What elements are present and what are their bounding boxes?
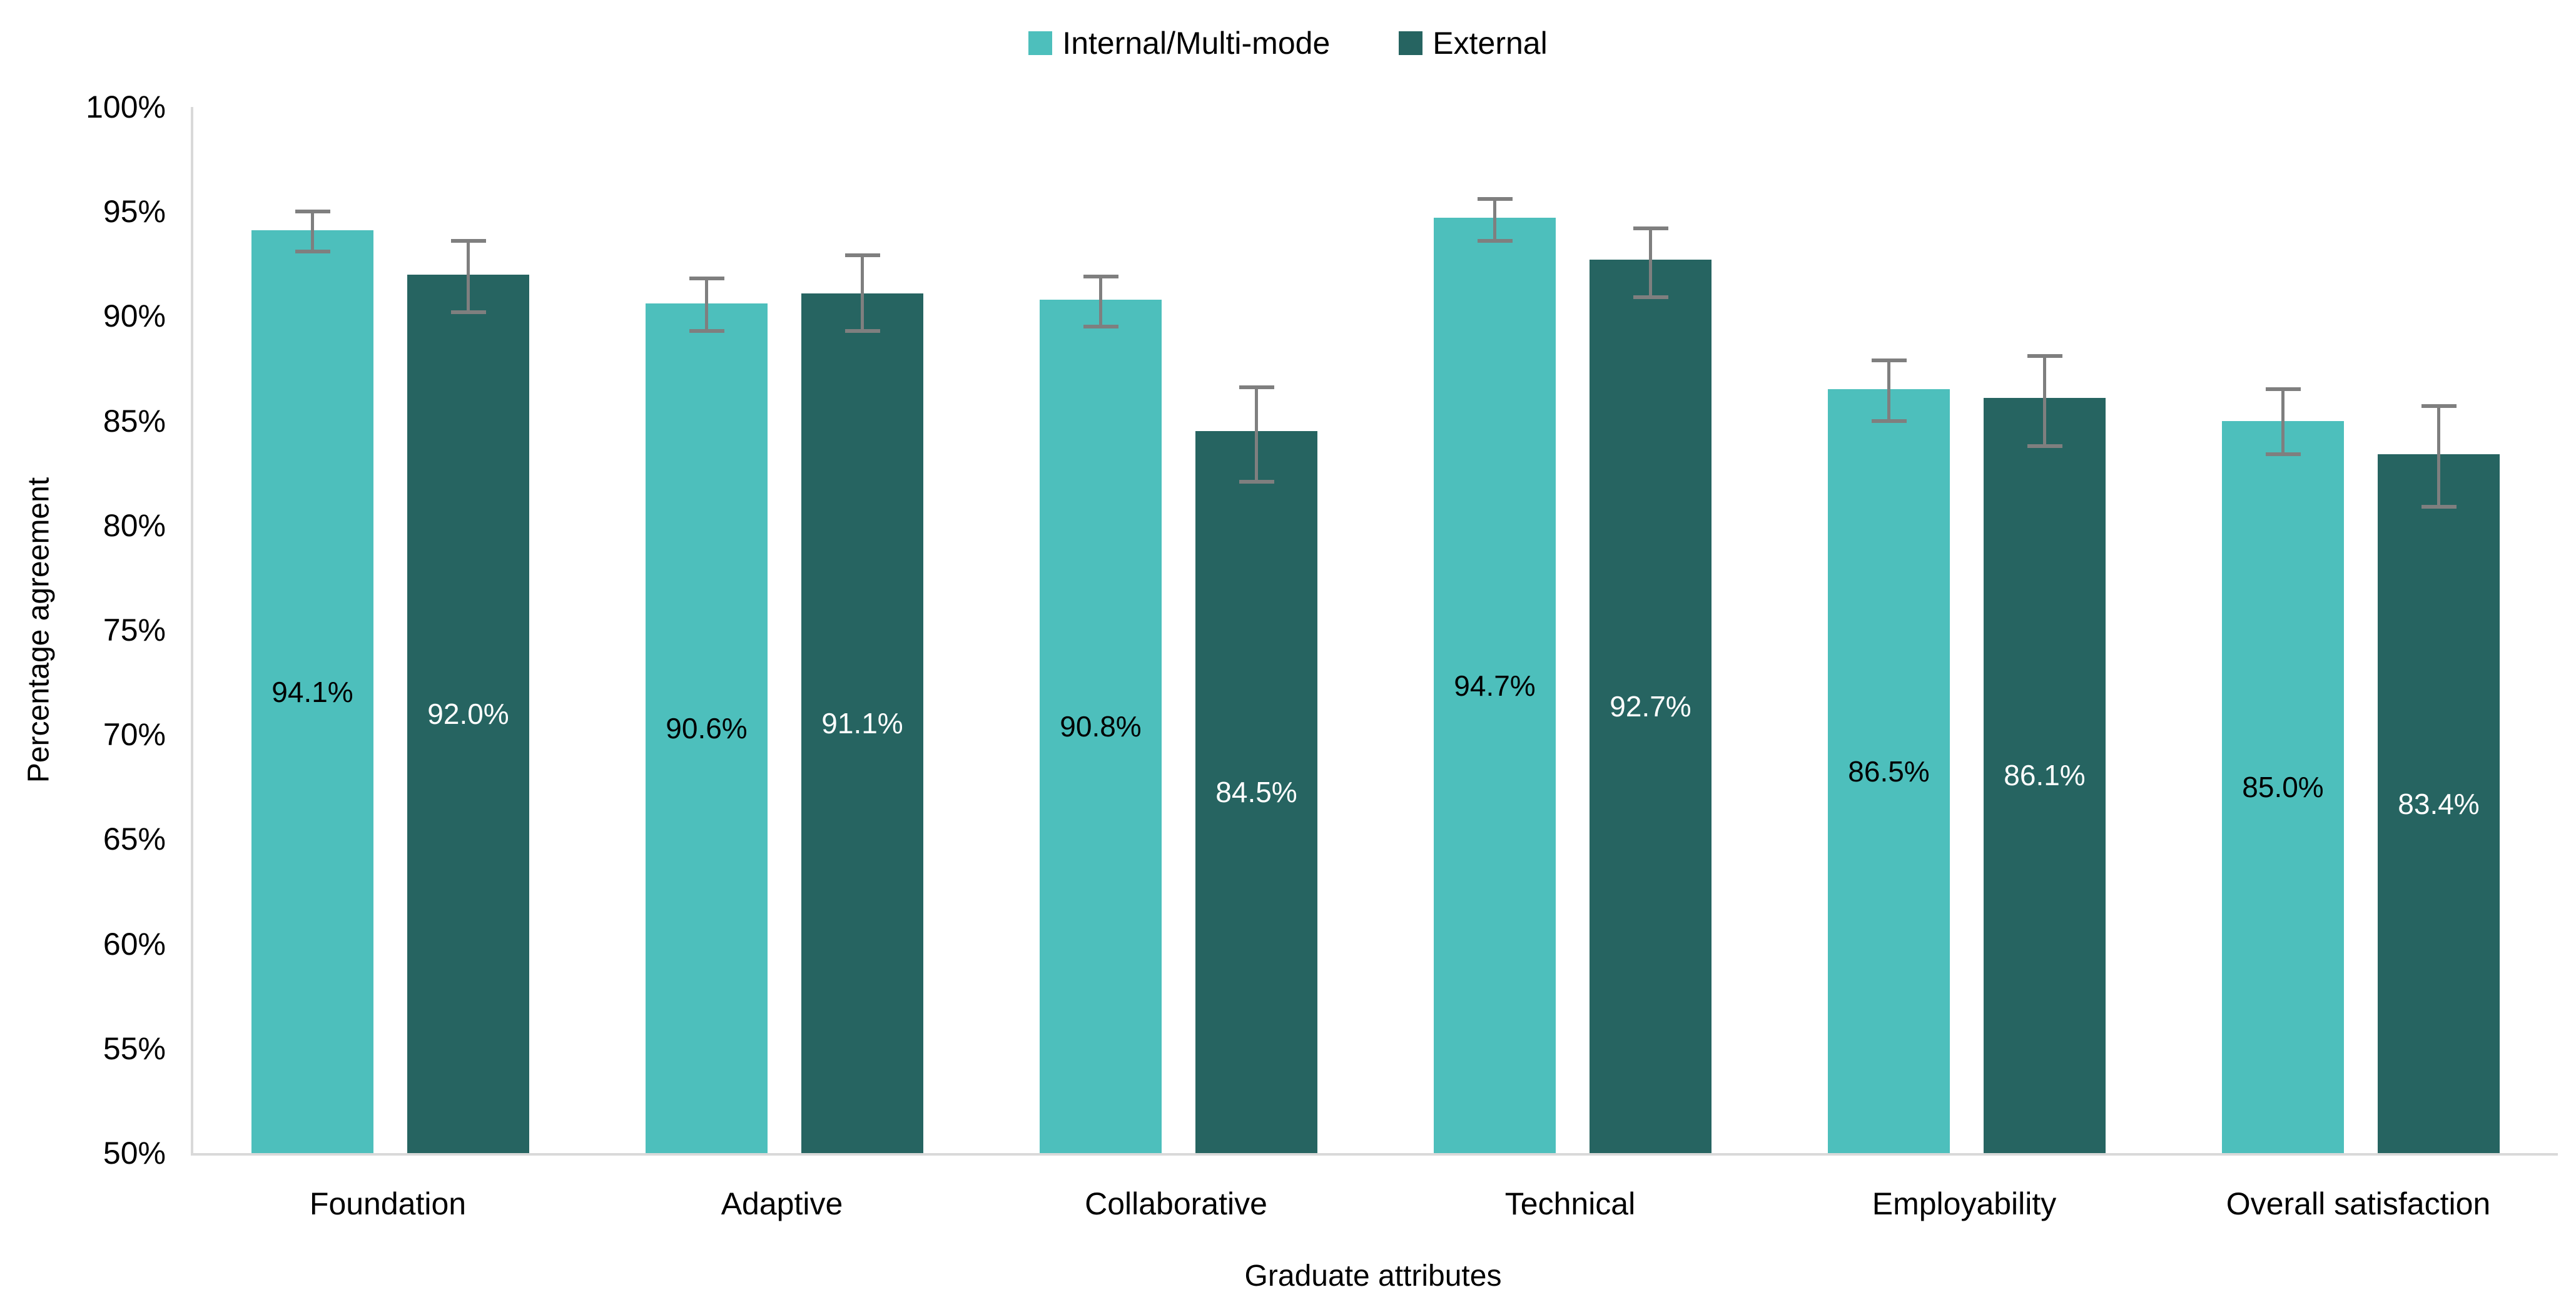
legend-label-external: External: [1433, 26, 1548, 61]
error-bar-cap-lower-external-collaborative: [1239, 479, 1274, 484]
bar-external-adaptive: 91.1%: [801, 293, 923, 1153]
error-bar-cap-lower-internal-employability: [1871, 419, 1907, 423]
bar-value-label-external-employability: 86.1%: [2004, 759, 2086, 792]
bar-value-label-external-collaborative: 84.5%: [1215, 776, 1297, 809]
error-bar-internal-employability: [1887, 360, 1890, 421]
error-bar-cap-lower-external-employability: [2027, 444, 2062, 448]
error-bar-cap-upper-internal-overall-satisfaction: [2265, 387, 2301, 392]
y-axis-tick-label: 55%: [103, 1030, 166, 1066]
y-axis-tick-label: 75%: [103, 613, 166, 648]
bar-value-label-external-foundation: 92.0%: [427, 697, 509, 730]
y-axis-tick-label: 50%: [103, 1136, 166, 1171]
legend-item-external: External: [1399, 25, 1548, 61]
y-axis-tick-label: 95%: [103, 194, 166, 230]
error-bar-cap-lower-internal-overall-satisfaction: [2265, 452, 2301, 457]
x-axis-tick-label-overall-satisfaction: Overall satisfaction: [2226, 1186, 2491, 1221]
x-axis-tick-label-foundation: Foundation: [309, 1186, 467, 1221]
error-bar-internal-technical: [1493, 199, 1496, 242]
bar-value-label-internal-technical: 94.7%: [1454, 669, 1536, 702]
legend-swatch-external-icon: [1399, 31, 1423, 55]
error-bar-cap-lower-external-overall-satisfaction: [2421, 504, 2457, 509]
bar-internal-foundation: 94.1%: [251, 230, 373, 1153]
bar-value-label-internal-overall-satisfaction: 85.0%: [2242, 770, 2324, 803]
bar-external-collaborative: 84.5%: [1195, 431, 1317, 1153]
bar-internal-collaborative: 90.8%: [1040, 299, 1162, 1153]
error-bar-cap-upper-internal-employability: [1871, 358, 1907, 362]
bar-value-label-internal-adaptive: 90.6%: [666, 712, 748, 745]
error-bar-external-technical: [1649, 228, 1652, 298]
error-bar-cap-lower-external-adaptive: [844, 328, 880, 333]
bar-internal-employability: 86.5%: [1828, 389, 1950, 1153]
error-bar-cap-lower-external-foundation: [450, 310, 486, 314]
error-bar-internal-overall-satisfaction: [2281, 389, 2284, 455]
y-axis-tick-label: 100%: [86, 89, 166, 125]
error-bar-external-overall-satisfaction: [2437, 406, 2440, 507]
legend: Internal/Multi-mode External: [0, 25, 2576, 61]
error-bar-external-employability: [2043, 355, 2046, 446]
error-bar-cap-upper-external-technical: [1633, 226, 1668, 230]
y-axis-tick-label: 60%: [103, 926, 166, 962]
error-bar-cap-lower-external-technical: [1633, 295, 1668, 300]
error-bar-cap-upper-external-overall-satisfaction: [2421, 404, 2457, 409]
error-bar-cap-lower-internal-foundation: [295, 249, 330, 253]
error-bar-cap-upper-internal-collaborative: [1083, 274, 1118, 278]
error-bar-cap-upper-external-adaptive: [844, 253, 880, 258]
x-axis-tick-label-adaptive: Adaptive: [721, 1186, 843, 1221]
x-axis-tick-label-employability: Employability: [1872, 1186, 2057, 1221]
error-bar-cap-upper-external-collaborative: [1239, 385, 1274, 390]
x-axis-tick-label-technical: Technical: [1504, 1186, 1636, 1221]
bar-value-label-internal-foundation: 94.1%: [271, 675, 353, 708]
bar-external-overall-satisfaction: 83.4%: [2378, 454, 2500, 1153]
error-bar-cap-lower-internal-adaptive: [689, 328, 724, 333]
y-axis-tick-label: 65%: [103, 821, 166, 857]
legend-swatch-internal-icon: [1028, 31, 1053, 55]
plot-area: 94.1% 92.0% 90.6% 91.1% 90.8% 84.5% 94.7% 92.7%…: [191, 107, 2558, 1156]
bar-value-label-internal-collaborative: 90.8%: [1060, 709, 1142, 743]
y-axis-tick-label: 80%: [103, 507, 166, 543]
y-axis-tick-label: 70%: [103, 717, 166, 753]
error-bar-cap-lower-internal-technical: [1477, 239, 1513, 243]
error-bar-external-foundation: [467, 241, 470, 312]
legend-item-internal: Internal/Multi-mode: [1028, 25, 1330, 61]
error-bar-external-collaborative: [1255, 387, 1258, 482]
y-axis-tick-label: 85%: [103, 403, 166, 439]
error-bar-cap-upper-internal-foundation: [295, 210, 330, 214]
x-axis-title: Graduate attributes: [1244, 1259, 1502, 1293]
legend-label-internal: Internal/Multi-mode: [1062, 26, 1331, 61]
bar-value-label-internal-employability: 86.5%: [1848, 755, 1930, 788]
error-bar-internal-foundation: [311, 211, 314, 252]
error-bar-internal-adaptive: [705, 278, 708, 331]
error-bar-internal-collaborative: [1099, 276, 1102, 327]
error-bar-cap-lower-internal-collaborative: [1083, 325, 1118, 329]
bar-value-label-external-technical: 92.7%: [1610, 690, 1691, 723]
bar-internal-technical: 94.7%: [1434, 218, 1556, 1153]
bar-external-technical: 92.7%: [1590, 260, 1711, 1153]
error-bar-external-adaptive: [861, 255, 864, 331]
bar-external-employability: 86.1%: [1984, 397, 2106, 1153]
bar-internal-overall-satisfaction: 85.0%: [2222, 420, 2344, 1153]
y-axis-tick-label: 90%: [103, 298, 166, 334]
error-bar-cap-upper-external-foundation: [450, 239, 486, 243]
bar-external-foundation: 92.0%: [407, 274, 529, 1153]
error-bar-cap-upper-external-employability: [2027, 353, 2062, 358]
x-axis-tick-label-collaborative: Collaborative: [1085, 1186, 1267, 1221]
bar-value-label-external-adaptive: 91.1%: [821, 706, 903, 740]
error-bar-cap-upper-internal-adaptive: [689, 277, 724, 281]
bar-value-label-external-overall-satisfaction: 83.4%: [2398, 787, 2480, 820]
bar-internal-adaptive: 90.6%: [646, 303, 768, 1153]
error-bar-cap-upper-internal-technical: [1477, 197, 1513, 201]
